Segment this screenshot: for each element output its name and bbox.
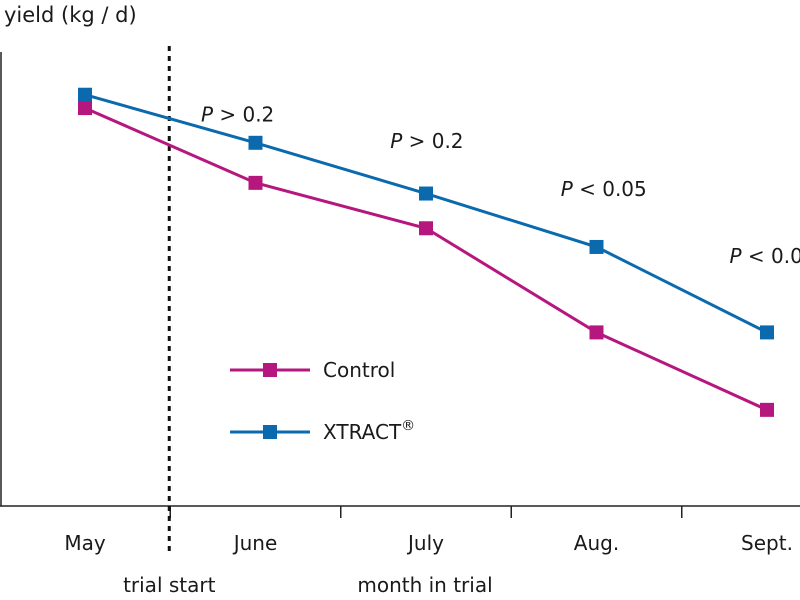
p-value-annotation: P > 0.2 — [201, 102, 274, 126]
data-point — [248, 175, 263, 190]
series-layer — [78, 87, 774, 417]
data-point — [419, 186, 433, 201]
p-value-annotation: P < 0.05 — [561, 177, 647, 201]
data-point — [419, 221, 433, 236]
data-point — [589, 239, 604, 254]
y-axis-label: yield (kg / d) — [4, 3, 137, 27]
series-control — [78, 101, 774, 417]
legend-item: XTRACT® — [230, 418, 415, 444]
legend-marker — [263, 363, 277, 377]
trial-start-marker: trial start — [123, 46, 216, 597]
legend-marker — [263, 425, 277, 439]
legend-label: XTRACT® — [323, 418, 415, 444]
trial-start-label: trial start — [123, 573, 216, 597]
x-tick-label: Sept. — [741, 531, 793, 555]
series-line — [84, 106, 768, 412]
legend-label: Control — [323, 358, 395, 382]
x-tick-label: May — [64, 531, 106, 555]
x-tick-label: July — [406, 531, 444, 555]
x-tick-label: Aug. — [574, 531, 619, 555]
series-xtract — [78, 87, 774, 340]
axes: May June July Aug. Sept. — [0, 52, 800, 555]
data-point — [589, 325, 604, 340]
x-tick-label: June — [232, 531, 278, 555]
legend-item: Control — [230, 358, 395, 382]
p-value-annotation: P > 0.2 — [390, 129, 463, 153]
annotations: P > 0.2 P > 0.2 P < 0.05 P < 0.05 — [201, 102, 800, 268]
data-point — [78, 101, 92, 116]
x-axis-label: month in trial — [357, 573, 492, 597]
legend: Control XTRACT® — [230, 358, 415, 444]
data-point — [248, 135, 263, 150]
data-point — [760, 402, 774, 417]
p-value-annotation: P < 0.05 — [729, 244, 800, 268]
data-point — [760, 325, 774, 340]
data-point — [78, 87, 92, 102]
